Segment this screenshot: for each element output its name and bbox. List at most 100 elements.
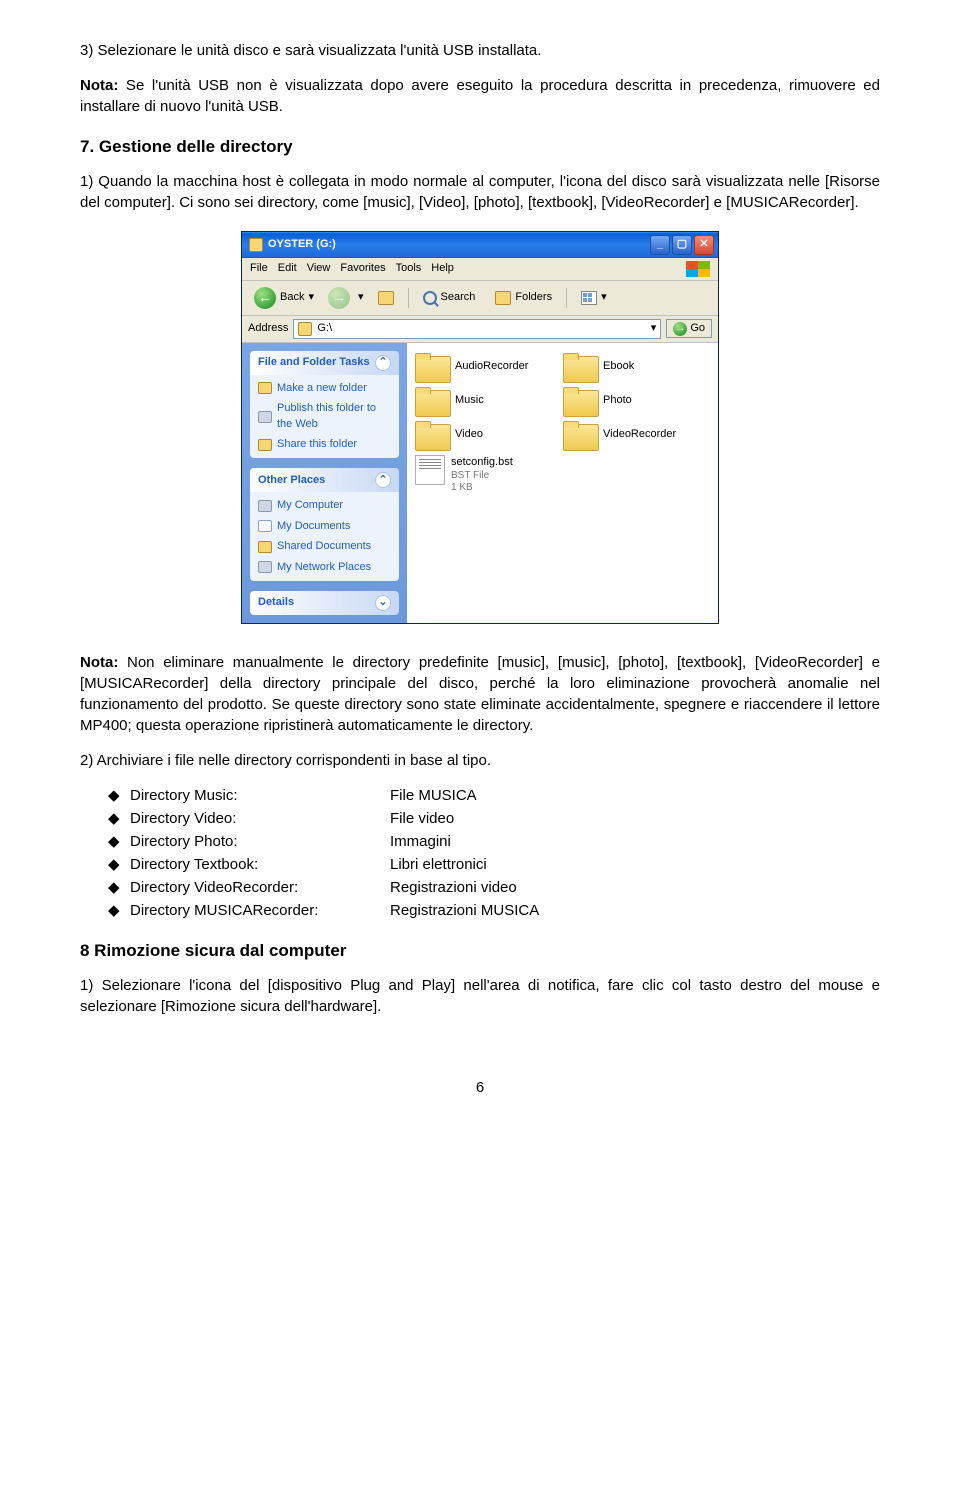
list-item: ◆Directory Video:File video [108, 808, 880, 829]
section-7-title: 7. Gestione delle directory [80, 135, 880, 159]
place-label: My Documents [277, 519, 350, 534]
xp-toolbar: ← Back ▾ → ▾ Search Folders ▾ [242, 281, 718, 316]
menu-favorites[interactable]: Favorites [340, 261, 385, 277]
xp-explorer-window: OYSTER (G:) _ ▢ ✕ File Edit View Favorit… [241, 231, 719, 624]
folder-label: Photo [603, 393, 632, 408]
list-item: ◆Directory VideoRecorder:Registrazioni v… [108, 877, 880, 898]
doc-note-2: Nota: Non eliminare manualmente le direc… [80, 652, 880, 736]
folder-label: Music [455, 393, 484, 408]
folder-icon [415, 353, 449, 381]
folder-label: AudioRecorder [455, 359, 528, 374]
embedded-screenshot: OYSTER (G:) _ ▢ ✕ File Edit View Favorit… [80, 231, 880, 624]
maximize-button[interactable]: ▢ [672, 235, 692, 255]
panel-title: File and Folder Tasks [258, 355, 370, 370]
doc-step-3: 3) Selezionare le unità disco e sarà vis… [80, 40, 880, 61]
note-label: Nota: [80, 654, 118, 671]
task-new-folder[interactable]: Make a new folder [258, 381, 391, 396]
chevron-down-icon: ▾ [358, 290, 364, 305]
network-icon [258, 561, 272, 573]
chevron-down-icon[interactable]: ▾ [651, 321, 657, 336]
search-label: Search [441, 290, 476, 305]
place-network[interactable]: My Network Places [258, 560, 391, 575]
close-button[interactable]: ✕ [694, 235, 714, 255]
menu-tools[interactable]: Tools [396, 261, 422, 277]
folder-item[interactable]: VideoRecorder [563, 421, 703, 449]
globe-icon [258, 411, 272, 423]
windows-flag-icon [686, 261, 710, 277]
folder-new-icon [258, 382, 272, 394]
expand-icon: ⌄ [375, 595, 391, 611]
drive-icon [298, 322, 312, 336]
xp-menubar: File Edit View Favorites Tools Help [242, 258, 718, 281]
folder-item[interactable]: Photo [563, 387, 703, 415]
task-label: Make a new folder [277, 381, 367, 396]
folder-item[interactable]: Music [415, 387, 555, 415]
xp-folder-view[interactable]: AudioRecorder Ebook Music Photo Video Vi… [407, 343, 718, 623]
folder-icon [415, 421, 449, 449]
dir-value: Immagini [390, 831, 451, 852]
panel-title: Other Places [258, 473, 325, 488]
file-name: setconfig.bst [451, 455, 513, 470]
section-7-step-2: 2) Archiviare i file nelle directory cor… [80, 750, 880, 771]
folder-label: Ebook [603, 359, 634, 374]
documents-icon [258, 520, 272, 532]
dir-value: Registrazioni MUSICA [390, 900, 539, 921]
note-body: Se l'unità USB non è visualizzata dopo a… [80, 77, 880, 115]
section-8-step-1: 1) Selezionare l'icona del [dispositivo … [80, 975, 880, 1017]
folders-label: Folders [515, 290, 552, 305]
folders-button[interactable]: Folders [489, 288, 558, 307]
file-type: BST File [451, 470, 513, 482]
note-body: Non eliminare manualmente le directory p… [80, 654, 880, 734]
dir-value: File video [390, 808, 454, 829]
file-size: 1 KB [451, 482, 513, 494]
search-button[interactable]: Search [417, 288, 482, 307]
folder-icon [563, 387, 597, 415]
up-button[interactable] [372, 289, 400, 307]
minimize-button[interactable]: _ [650, 235, 670, 255]
address-input[interactable]: G:\ ▾ [293, 319, 661, 339]
task-label: Publish this folder to the Web [277, 401, 391, 432]
go-button[interactable]: → Go [666, 319, 712, 338]
menu-help[interactable]: Help [431, 261, 454, 277]
back-button[interactable]: ← Back ▾ [248, 285, 320, 311]
go-icon: → [673, 322, 687, 336]
menu-edit[interactable]: Edit [278, 261, 297, 277]
forward-button[interactable]: → [328, 287, 350, 309]
folder-item[interactable]: Ebook [563, 353, 703, 381]
folders-icon [495, 291, 511, 305]
menu-file[interactable]: File [250, 261, 268, 277]
window-title: OYSTER (G:) [268, 237, 336, 252]
menu-view[interactable]: View [307, 261, 331, 277]
list-item: ◆Directory Photo:Immagini [108, 831, 880, 852]
chevron-down-icon: ▾ [308, 290, 314, 305]
panel-header[interactable]: Other Places ⌃ [250, 468, 399, 492]
dir-value: Libri elettronici [390, 854, 487, 875]
list-item: ◆Directory Textbook:Libri elettronici [108, 854, 880, 875]
folder-item[interactable]: Video [415, 421, 555, 449]
folder-item[interactable]: AudioRecorder [415, 353, 555, 381]
panel-header[interactable]: File and Folder Tasks ⌃ [250, 351, 399, 375]
file-item[interactable]: setconfig.bst BST File 1 KB [415, 455, 555, 494]
back-icon: ← [254, 287, 276, 309]
views-button[interactable]: ▾ [575, 288, 613, 307]
collapse-icon: ⌃ [375, 472, 391, 488]
panel-header[interactable]: Details ⌄ [250, 591, 399, 615]
place-label: My Computer [277, 498, 343, 513]
task-publish[interactable]: Publish this folder to the Web [258, 401, 391, 432]
dir-value: File MUSICA [390, 785, 477, 806]
doc-note-1: Nota: Se l'unità USB non è visualizzata … [80, 75, 880, 117]
panel-title: Details [258, 595, 294, 610]
list-item: ◆Directory Music:File MUSICA [108, 785, 880, 806]
list-item: ◆Directory MUSICARecorder:Registrazioni … [108, 900, 880, 921]
place-my-computer[interactable]: My Computer [258, 498, 391, 513]
place-my-documents[interactable]: My Documents [258, 519, 391, 534]
xp-titlebar[interactable]: OYSTER (G:) _ ▢ ✕ [242, 232, 718, 258]
section-7-step-1: 1) Quando la macchina host è collegata i… [80, 171, 880, 213]
dir-label: Directory Video: [130, 808, 390, 829]
task-share[interactable]: Share this folder [258, 437, 391, 452]
share-icon [258, 439, 272, 451]
dir-label: Directory VideoRecorder: [130, 877, 390, 898]
place-shared-docs[interactable]: Shared Documents [258, 539, 391, 554]
shared-docs-icon [258, 541, 272, 553]
drive-icon [249, 238, 263, 252]
